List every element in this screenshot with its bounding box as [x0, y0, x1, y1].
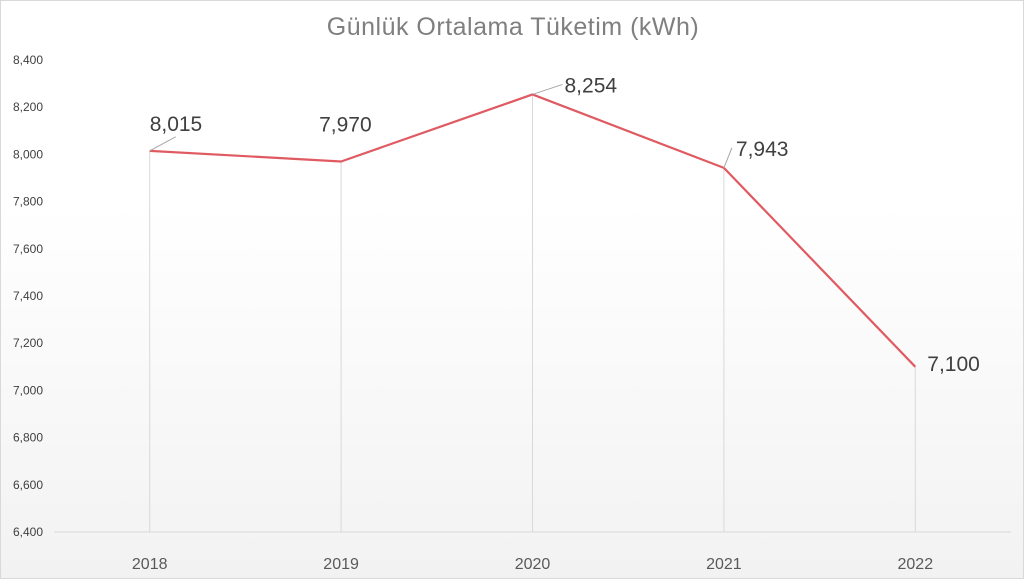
leader-line: [723, 147, 733, 169]
data-label: 7,943: [736, 138, 789, 161]
leader-line: [149, 136, 176, 152]
y-tick-label: 6,600: [13, 478, 43, 492]
x-tick-label: 2018: [132, 556, 168, 573]
y-tick-label: 7,400: [13, 289, 43, 303]
data-label: 8,015: [150, 113, 203, 136]
y-tick-label: 7,000: [13, 383, 43, 397]
y-tick-label: 8,000: [13, 147, 43, 161]
data-label: 7,970: [319, 113, 372, 136]
x-tick-label: 2020: [515, 556, 551, 573]
y-tick-label: 6,800: [13, 431, 43, 445]
y-tick-label: 7,800: [13, 195, 43, 209]
y-tick-label: 8,400: [13, 53, 43, 67]
y-tick-label: 6,400: [13, 525, 43, 539]
y-tick-label: 8,200: [13, 100, 43, 114]
x-tick-label: 2019: [323, 556, 359, 573]
x-tick-label: 2022: [898, 556, 934, 573]
data-label: 7,100: [927, 353, 980, 376]
chart-title: Günlük Ortalama Tüketim (kWh): [326, 13, 700, 41]
y-tick-label: 7,600: [13, 242, 43, 256]
data-label: 8,254: [565, 74, 618, 97]
x-tick-label: 2021: [706, 556, 742, 573]
y-tick-label: 7,200: [13, 336, 43, 350]
leader-line: [532, 83, 563, 95]
